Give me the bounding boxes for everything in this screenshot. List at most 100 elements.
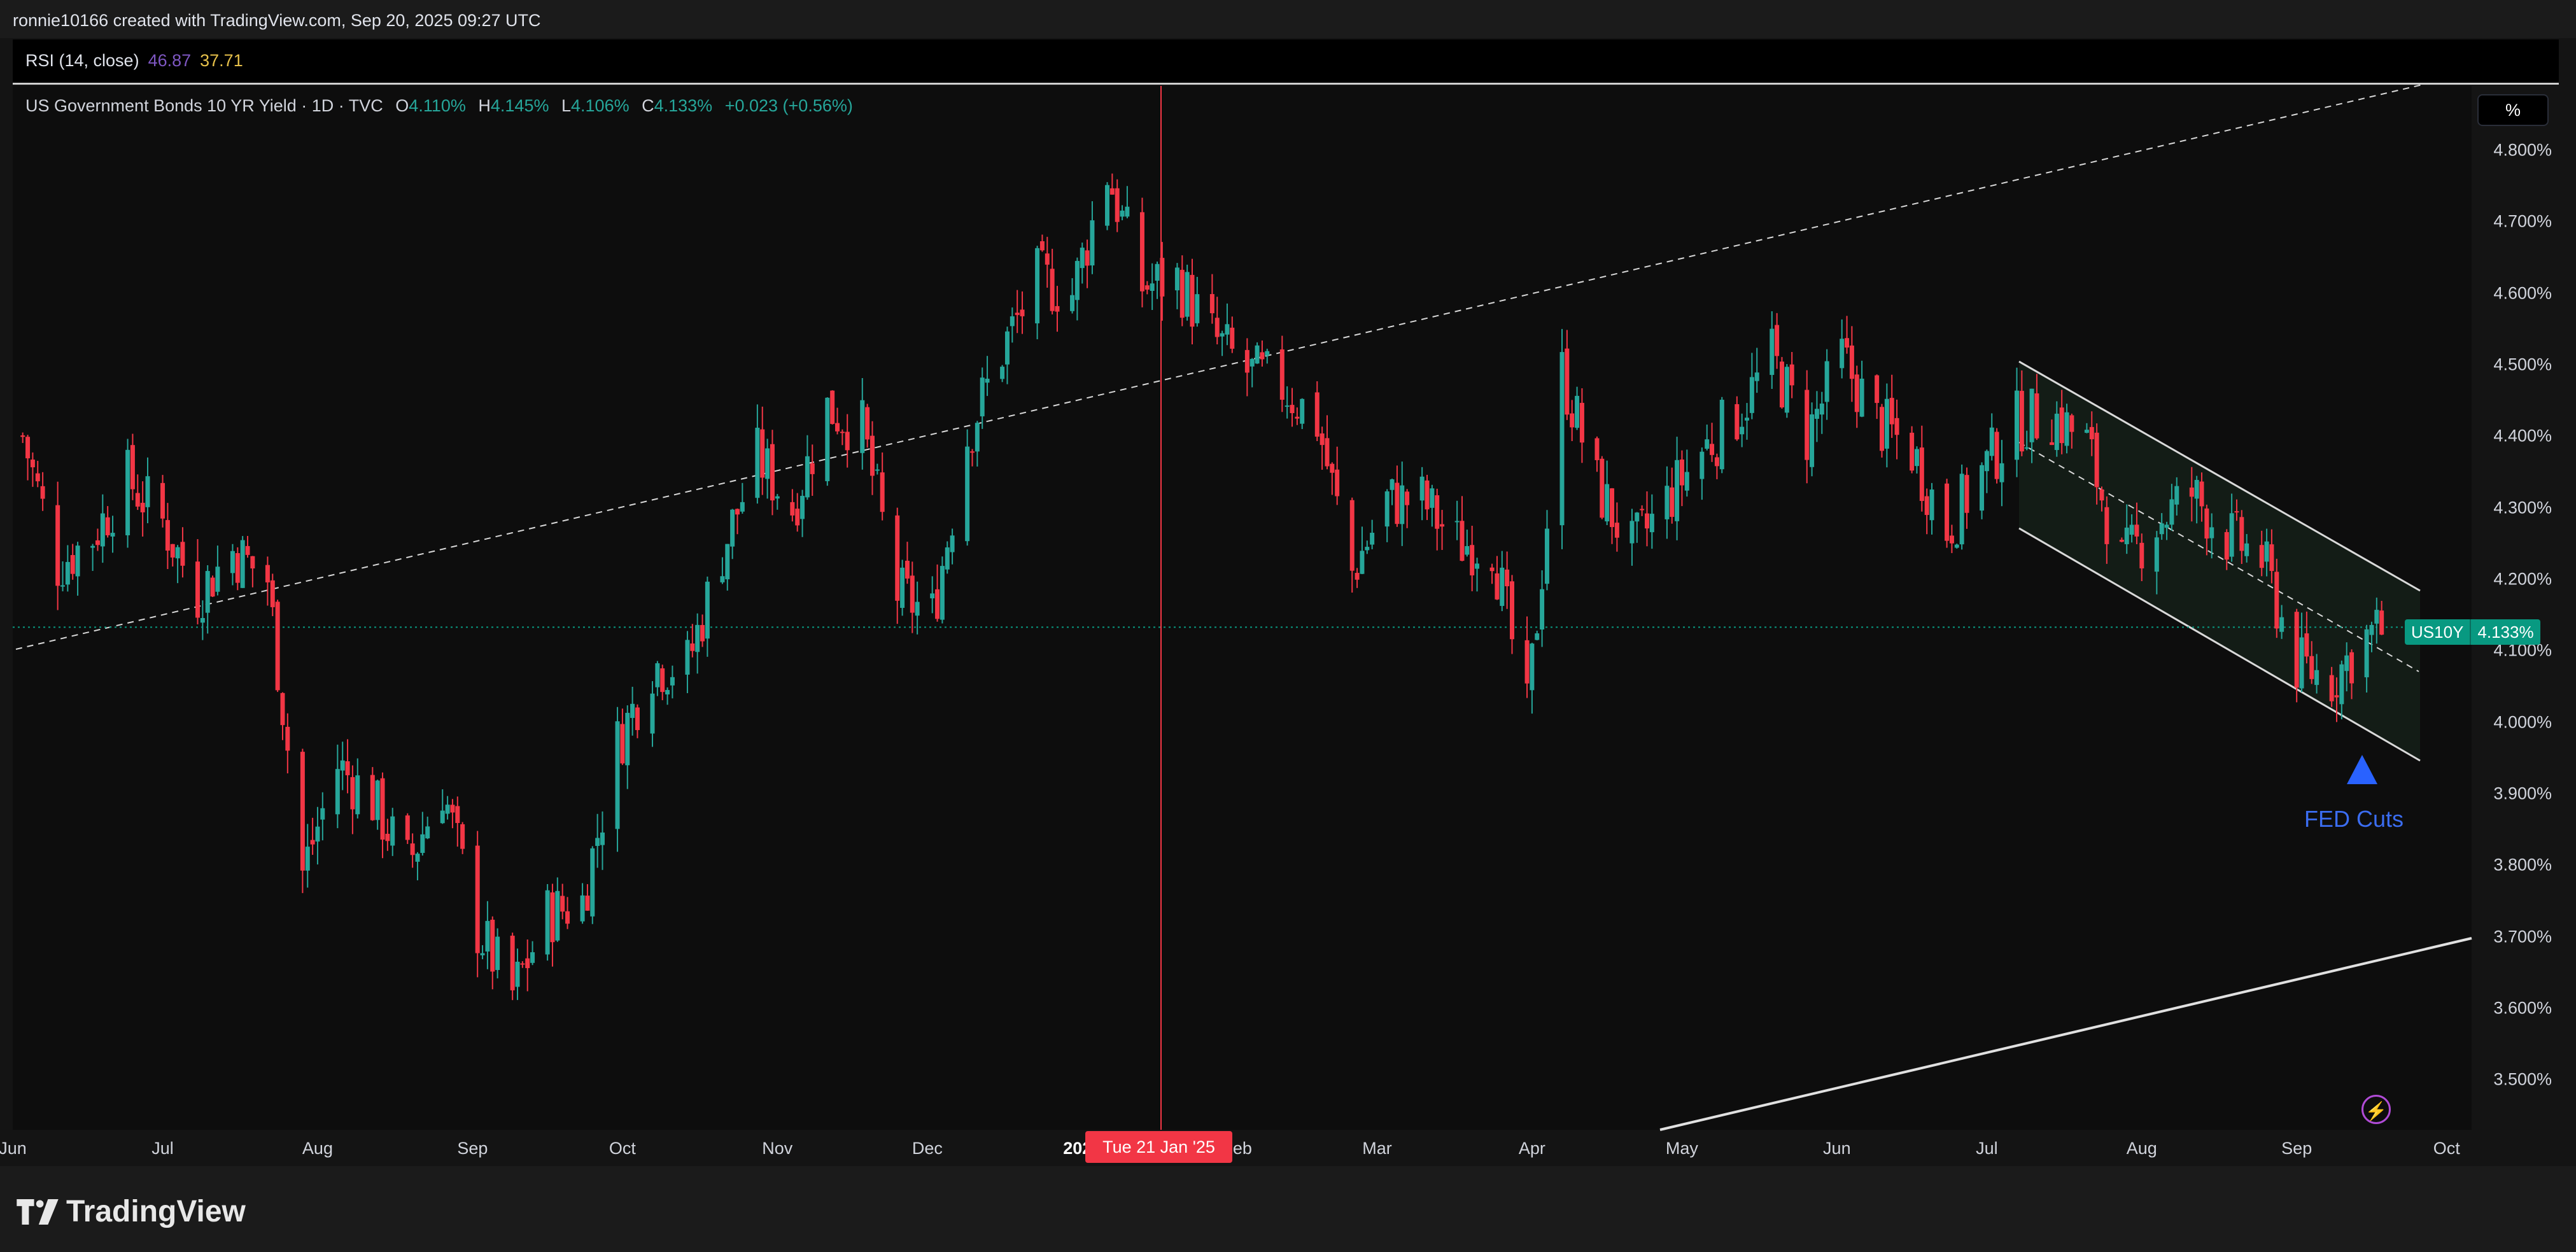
lightning-icon[interactable]: ⚡ [2361,1095,2391,1124]
candle-body [730,509,735,547]
x-tick-label: Jun [0,1139,27,1158]
candle-body [635,707,640,731]
candle-body [1600,458,1605,518]
candle-body [2164,524,2169,528]
candle-body [755,428,760,498]
legend-low-label: L [561,96,572,115]
candle-body [2349,652,2354,684]
candle-body [1924,496,1929,516]
candle-body [2049,442,2054,446]
candle-body [1489,567,1495,572]
legend-open-value: 4.110% [409,96,466,115]
candle-body [520,963,525,965]
y-tick-label: 4.700% [2493,211,2552,231]
candle-body [1719,400,1724,470]
candle-body [1819,404,1824,415]
candle-body [2119,540,2124,542]
candle-body [1700,451,1705,479]
candle-body [1840,339,1845,369]
candle-body [2309,656,2314,679]
x-tick-label: Nov [762,1139,793,1158]
rsi-legend: RSI (14, close) 46.87 37.71 [25,51,252,71]
candle-body [195,561,201,618]
candle-body [2224,531,2229,560]
attribution-bar: ronnie10166 created with TradingView.com… [0,0,2576,38]
candle-body [1109,188,1115,195]
candle-body [1894,418,1899,435]
candle-body [1004,331,1010,365]
candle-body [2329,675,2334,701]
candle-body [845,432,850,451]
candle-body [1929,489,1934,521]
channel-mid-line [2018,442,2419,672]
y-tick-label: 4.800% [2493,140,2552,160]
candle-body [380,778,385,840]
x-tick-label: Apr [1518,1139,1545,1158]
candle-body [2029,388,2034,442]
candle-body [2364,629,2369,678]
candle-body [775,496,780,499]
channel-upper-line [2018,360,2421,592]
candle-body [1085,250,1090,266]
candle-body [1544,528,1549,584]
candle-body [265,565,270,582]
candle-body [620,724,625,764]
candle-body [1260,352,1265,360]
legend-close-label: C [642,96,654,115]
candle-body [1440,524,1445,527]
candle-body [790,502,795,516]
candle-body [1684,472,1689,491]
candle-body [685,640,690,675]
candle-body [1255,345,1260,364]
candle-body [140,502,145,512]
candle-body [130,445,135,489]
candle-body [65,561,70,585]
candle-body [1814,409,1819,419]
candle-body [1509,581,1514,640]
candle-body [1395,482,1400,524]
candle-body [1594,438,1600,460]
candle-body [1679,459,1684,486]
candle-body [650,693,655,734]
candle-body [2134,524,2139,537]
candle-body [985,378,990,383]
candle-body [25,437,31,459]
candle-body [1629,521,1635,544]
candle-body [1430,488,1435,508]
rsi-panel[interactable]: RSI (14, close) 46.87 37.71 [13,39,2559,85]
candle-body [2169,499,2174,525]
candle-body [1185,272,1190,317]
candle-body [1039,241,1045,251]
candle-body [1314,392,1320,437]
candle-body [1284,405,1290,407]
candle-body [1290,405,1295,414]
candle-body [240,540,245,588]
candle-body [1105,185,1110,226]
candle-body [2264,541,2269,562]
candle-body [1230,327,1235,349]
candle-body [1074,260,1080,300]
candle-body [1144,285,1150,290]
x-tick-label: Mar [1362,1139,1392,1158]
candle-body [900,567,905,608]
candle-body [560,896,565,912]
unit-button[interactable]: % [2477,94,2549,126]
candle-body [2204,508,2209,539]
candle-body [425,826,430,839]
candle-body [1360,551,1365,574]
candle-body [2124,527,2129,544]
candle-body [215,566,220,592]
candle-body [2084,430,2089,433]
candle-body [275,601,280,691]
x-tick-label: Sep [457,1139,488,1158]
candle-body [530,952,535,963]
tradingview-brand[interactable]: TradingView [17,1194,246,1229]
candle-body [2064,412,2069,446]
plot-background [13,86,2472,1130]
price-axis[interactable]: 4.800% 4.700% 4.600% 4.500% 4.400% 4.300% 4.20… [2473,86,2562,1130]
candle-body [690,643,695,651]
candle-body [2229,513,2234,557]
candle-body [1244,349,1249,373]
candle-body [450,805,455,813]
